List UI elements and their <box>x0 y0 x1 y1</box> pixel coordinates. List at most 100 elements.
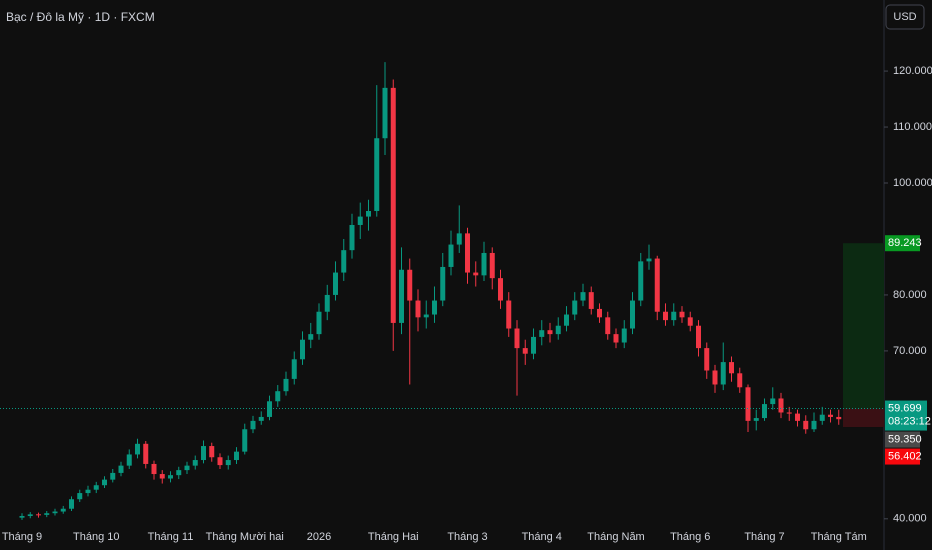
candle-body <box>621 328 627 343</box>
candle-body <box>192 460 198 466</box>
candle-body <box>85 489 91 494</box>
candle-body <box>737 373 743 388</box>
candle-body <box>811 420 817 430</box>
y-tick-label: 120.000 <box>893 65 932 77</box>
candle-body <box>663 311 668 321</box>
candle-body <box>745 387 751 421</box>
candle-body <box>646 258 652 262</box>
candle-body <box>316 311 322 335</box>
candle-body <box>250 420 256 430</box>
candle-body <box>473 272 479 276</box>
x-tick-label: Tháng Năm <box>587 531 644 543</box>
x-tick-label: Tháng 9 <box>2 531 42 543</box>
candle-body <box>234 451 239 461</box>
candle-body <box>184 465 190 471</box>
candle-body <box>514 328 520 349</box>
candle-body <box>159 474 165 479</box>
y-tick-label: 70.000 <box>893 345 927 357</box>
candle-body <box>267 401 272 417</box>
candle-body <box>539 330 545 337</box>
candle-body <box>176 470 182 476</box>
candle-body <box>110 472 116 480</box>
candle-body <box>720 362 726 385</box>
candle-body <box>762 404 767 419</box>
candle-body <box>151 463 157 475</box>
candle-body <box>283 378 289 392</box>
candle-body <box>423 314 429 318</box>
candle-body <box>506 300 512 329</box>
candle-body <box>415 300 421 318</box>
candle-body <box>828 414 833 417</box>
candle-body <box>242 429 248 452</box>
target-label-bg <box>885 235 920 252</box>
candle-body <box>753 418 759 421</box>
candle-body <box>357 216 363 225</box>
candle-body <box>118 465 124 473</box>
x-tick-label: Tháng 4 <box>522 531 562 543</box>
candle-body <box>60 508 66 512</box>
y-tick-label: 80.000 <box>893 289 927 301</box>
candle-body <box>803 420 809 430</box>
x-tick-label: Tháng 7 <box>744 531 784 543</box>
target-label: 89.243 <box>888 237 922 249</box>
candle-body <box>217 457 223 466</box>
candle-body <box>349 224 355 251</box>
position-loss <box>843 408 884 428</box>
candle-body <box>390 87 396 323</box>
y-tick-label: 110.000 <box>893 121 932 133</box>
candle-body <box>795 413 800 421</box>
candle-body <box>19 516 25 518</box>
candle-body <box>580 292 586 301</box>
candle-body <box>654 258 660 312</box>
marker-price-bg <box>885 431 920 448</box>
y-tick-label: 40.000 <box>893 513 927 525</box>
currency-button[interactable] <box>885 4 925 30</box>
marker-price-label: 59.350 <box>888 433 922 445</box>
candle-body <box>638 261 644 301</box>
last-price-bg <box>885 400 927 431</box>
candle-body <box>69 499 74 509</box>
candle-body <box>102 479 107 486</box>
candle-body <box>547 330 553 335</box>
candle-body <box>201 446 206 461</box>
candle-body <box>225 460 231 466</box>
candle-body <box>44 513 50 515</box>
candle-body <box>407 269 413 301</box>
currency-label[interactable]: USD <box>893 11 916 23</box>
symbol-title: Bạc / Đô la Mỹ · 1D · FXCM <box>6 10 155 24</box>
candle-body <box>786 412 792 414</box>
candle-body <box>275 391 281 402</box>
candle-body <box>341 250 347 273</box>
candle-body <box>308 334 314 340</box>
candle-body <box>489 252 495 279</box>
candle-body <box>613 334 619 343</box>
candle-body <box>712 370 718 385</box>
candle-body <box>679 311 685 318</box>
x-tick-label: Tháng Mười hai <box>206 531 284 543</box>
candle-body <box>126 454 132 466</box>
candle-body <box>135 443 140 455</box>
candle-body <box>572 300 578 315</box>
y-tick-label: 100.000 <box>893 177 932 189</box>
candle-body <box>481 252 487 276</box>
x-tick-label: Tháng 3 <box>447 531 487 543</box>
candle-body <box>605 317 611 335</box>
countdown: 08:23:12 <box>888 415 931 427</box>
candle-body <box>687 317 693 326</box>
candle-body <box>498 278 503 301</box>
candle-body <box>555 325 561 335</box>
candle-body <box>522 348 528 354</box>
x-tick-label: Tháng Tám <box>811 531 867 543</box>
candle-body <box>696 325 701 349</box>
candle-body <box>333 272 338 295</box>
candle-body <box>465 233 470 273</box>
candle-body <box>258 416 264 421</box>
candle-body <box>374 138 380 211</box>
x-tick-label: Tháng 11 <box>148 531 194 543</box>
stop-label-bg <box>885 448 920 465</box>
candle-body <box>366 210 371 217</box>
candle-body <box>52 511 58 514</box>
candle-body <box>704 348 710 371</box>
candle-body <box>440 266 446 301</box>
